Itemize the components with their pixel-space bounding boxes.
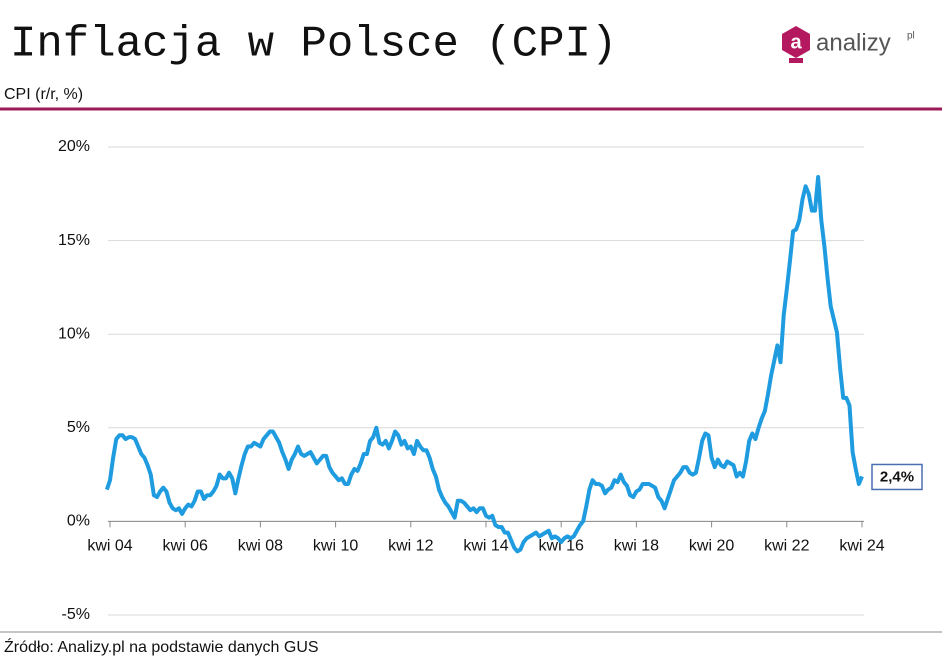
x-tick-label: kwi 12 [388, 538, 433, 555]
y-tick-label: 15% [58, 232, 90, 249]
x-tick-label: kwi 08 [238, 538, 283, 555]
x-tick-label: kwi 06 [163, 538, 208, 555]
page-title: Inflacja w Polsce (CPI) [10, 20, 617, 70]
x-tick-label: kwi 20 [689, 538, 734, 555]
x-tick-label: kwi 24 [839, 538, 884, 555]
y-tick-label: 20% [58, 138, 90, 155]
x-tick-label: kwi 16 [539, 538, 584, 555]
logo-suffix: pl [907, 31, 915, 42]
y-tick-label: 10% [58, 325, 90, 342]
logo-icon [782, 26, 810, 58]
source: Źródło: Analizy.pl na podstawie danych G… [4, 637, 319, 656]
x-tick-label: kwi 18 [614, 538, 659, 555]
cpi-line [104, 174, 864, 554]
x-tick-label: kwi 22 [764, 538, 809, 555]
y-tick-label: -5% [62, 606, 90, 623]
end-label: 2,4% [880, 468, 914, 485]
logo-icon-base [789, 58, 803, 63]
y-tick-label: 5% [67, 419, 90, 436]
x-tick-label: kwi 10 [313, 538, 358, 555]
x-tick-label: kwi 04 [87, 538, 132, 555]
end-label-box [871, 463, 923, 491]
logo-letter: a [790, 31, 802, 53]
x-tick-label: kwi 14 [463, 538, 508, 555]
y-axis-label: CPI (r/r, %) [4, 86, 83, 103]
logo-text: analizy [816, 29, 891, 56]
y-tick-label: 0% [67, 513, 90, 530]
